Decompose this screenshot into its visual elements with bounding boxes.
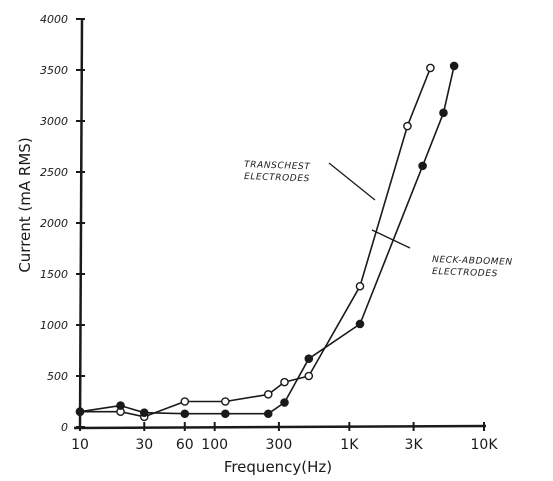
x-tick-label: 1K xyxy=(340,437,359,453)
y-tick-label: 4000 xyxy=(40,13,68,26)
data-point-transchest-electrodes xyxy=(403,121,412,131)
y-tick-label: 2000 xyxy=(40,217,68,230)
y-axis-title: Current (mA RMS) xyxy=(16,137,34,272)
y-tick-label: 3500 xyxy=(40,64,68,77)
data-point-neck-abdomen-electrodes xyxy=(139,408,149,418)
annotation-leader-line xyxy=(371,229,411,249)
y-tick-label: 1000 xyxy=(40,319,68,332)
x-tick-label: 300 xyxy=(266,437,293,453)
annotation-leader-line xyxy=(328,162,376,201)
data-point-neck-abdomen-electrodes xyxy=(280,398,289,407)
data-point-transchest-electrodes xyxy=(355,281,365,291)
data-point-transchest-electrodes xyxy=(263,390,273,399)
series-neck-abdomen-electrodes xyxy=(75,61,459,419)
y-tick-label: 0 xyxy=(61,421,68,434)
series-line-neck-abdomen-electrodes xyxy=(79,65,455,415)
data-point-neck-abdomen-electrodes xyxy=(221,409,230,419)
data-point-neck-abdomen-electrodes xyxy=(75,407,85,417)
x-tick-group: 10 30 60 100 300 1K 3K 10K xyxy=(71,422,498,453)
annotation-layer: TRANSCHESTELECTRODESNECK-ABDOMENELECTROD… xyxy=(244,160,513,279)
y-tick-group: 0 500 1000 1500 2000 2500 3000 3500 4000 xyxy=(40,13,85,434)
x-tick-label: 100 xyxy=(201,437,228,453)
annotation-text: TRANSCHEST xyxy=(244,160,312,172)
y-tick-label: 1500 xyxy=(40,268,68,281)
data-point-neck-abdomen-electrodes xyxy=(180,409,190,419)
data-point-neck-abdomen-electrodes xyxy=(304,354,314,363)
x-axis-line xyxy=(73,424,487,430)
axes xyxy=(73,17,487,430)
data-point-transchest-electrodes xyxy=(304,371,314,381)
data-point-transchest-electrodes xyxy=(221,397,230,406)
annotation-text: ELECTRODES xyxy=(244,172,310,184)
data-point-neck-abdomen-electrodes xyxy=(449,61,459,71)
y-tick-label: 500 xyxy=(47,370,68,383)
data-point-transchest-electrodes xyxy=(280,377,289,387)
x-tick-label: 3K xyxy=(405,437,424,453)
x-tick-label: 10K xyxy=(471,437,499,453)
y-tick-label: 2500 xyxy=(40,166,68,179)
data-point-transchest-electrodes xyxy=(180,397,190,406)
x-tick-label: 30 xyxy=(135,437,153,453)
series-layer xyxy=(75,61,459,422)
x-axis-title: Frequency(Hz) xyxy=(224,458,332,476)
series-transchest-electrodes xyxy=(75,63,435,422)
data-point-neck-abdomen-electrodes xyxy=(263,409,273,419)
series-line-transchest-electrodes xyxy=(80,67,432,418)
data-point-neck-abdomen-electrodes xyxy=(418,161,427,171)
data-point-transchest-electrodes xyxy=(426,63,435,73)
x-tick-label: 10 xyxy=(71,437,89,453)
data-point-neck-abdomen-electrodes xyxy=(355,319,365,329)
x-tick-label: 60 xyxy=(176,437,194,453)
data-point-neck-abdomen-electrodes xyxy=(116,401,125,410)
y-tick-label: 3000 xyxy=(40,115,68,128)
data-point-neck-abdomen-electrodes xyxy=(439,108,448,118)
annotation-text: ELECTRODES xyxy=(432,267,498,279)
annotation-text: NECK-ABDOMEN xyxy=(432,255,513,268)
